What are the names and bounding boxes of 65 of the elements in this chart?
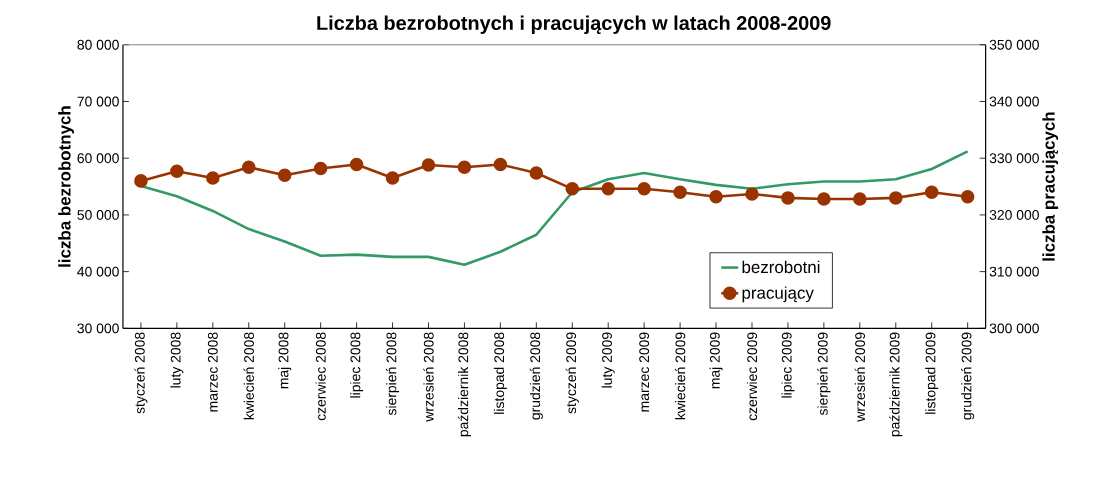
- point: [673, 185, 687, 200]
- y-tick-label: 80 000: [77, 40, 119, 50]
- x-tick-label: maj 2008: [278, 332, 292, 389]
- point: [637, 182, 651, 196]
- legend-label: pracujący: [742, 286, 814, 303]
- point: [241, 160, 256, 175]
- y2-tick-label: 350 000: [989, 40, 1039, 50]
- y-tick-label: 60 000: [77, 153, 119, 164]
- x-tick-label: maj 2009: [709, 332, 723, 389]
- x-tick-label: wrzesień 2008: [423, 332, 434, 422]
- y-tick-label: 70 000: [77, 96, 119, 107]
- point: [709, 190, 723, 204]
- x-tick-label: marzec 2009: [639, 332, 650, 412]
- point: [781, 191, 795, 205]
- point: [817, 192, 831, 207]
- point: [457, 160, 472, 175]
- point: [601, 182, 615, 196]
- point: [853, 192, 867, 207]
- x-tick-label: wrzesień 2009: [854, 332, 866, 422]
- x-tick-label: kwiecień 2009: [674, 332, 686, 420]
- y2-axis-title: liczba pracujących: [1042, 112, 1059, 261]
- x-tick-label: lipiec 2009: [781, 332, 795, 398]
- x-tick-label: październik 2009: [889, 332, 903, 437]
- point: [493, 157, 508, 172]
- y-tick-label: 30 000: [77, 323, 119, 334]
- x-tick-label: luty 2009: [601, 332, 615, 388]
- x-tick-label: grudzień 2008: [529, 332, 543, 420]
- point: [277, 168, 292, 183]
- chart-title: Liczba bezrobotnych i pracujących w latach 2008-2009: [317, 15, 831, 35]
- x-tick-label: marzec 2008: [207, 332, 218, 412]
- y-tick-label: 40 000: [77, 266, 119, 277]
- y-tick-label: 50 000: [77, 210, 119, 221]
- point: [960, 190, 975, 204]
- point: [349, 157, 364, 172]
- x-tick-label: sierpień 2008: [385, 332, 400, 416]
- y2-tick-label: 310 000: [989, 266, 1039, 277]
- point: [421, 158, 436, 172]
- x-tick-label: styczeń 2008: [134, 332, 148, 414]
- x-tick-label: czerwiec 2008: [315, 332, 326, 421]
- y2-tick-label: 300 000: [989, 323, 1039, 334]
- y2-tick-label: 320 000: [989, 210, 1039, 221]
- x-tick-label: październik 2008: [457, 332, 471, 437]
- point: [565, 182, 580, 196]
- point: [745, 187, 759, 201]
- x-tick-label: kwiecień 2008: [243, 332, 254, 420]
- x-tick-label: sierpień 2009: [817, 332, 831, 416]
- point: [206, 171, 220, 186]
- point: [889, 191, 903, 205]
- point: [385, 171, 400, 186]
- x-tick-label: styczeń 2009: [565, 332, 579, 414]
- x-tick-label: czerwiec 2009: [746, 332, 758, 421]
- point: [313, 161, 328, 176]
- point: [170, 164, 184, 179]
- point: [134, 174, 148, 188]
- point: [529, 166, 544, 180]
- x-tick-label: listopad 2008: [493, 332, 507, 414]
- x-tick-label: lipiec 2008: [350, 332, 364, 398]
- y2-tick-label: 330 000: [989, 153, 1039, 164]
- x-tick-label: grudzień 2009: [961, 332, 975, 420]
- point: [924, 185, 939, 200]
- x-tick-label: luty 2008: [170, 332, 184, 388]
- y2-tick-label: 340 000: [989, 96, 1039, 107]
- y-axis-title: liczba bezrobotnych: [58, 106, 74, 267]
- legend-label: bezrobotni: [742, 260, 820, 274]
- x-tick-label: listopad 2009: [925, 332, 939, 414]
